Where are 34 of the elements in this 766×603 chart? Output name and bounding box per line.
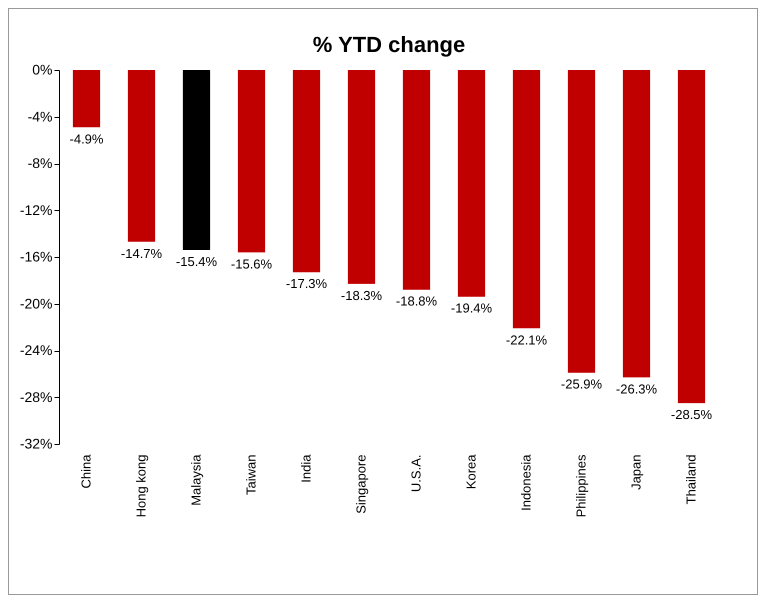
- y-tick-label: -12%: [20, 202, 52, 218]
- x-tick-label: China: [78, 454, 94, 488]
- y-tick-label: -28%: [20, 388, 52, 405]
- x-tick-label: Malaysia: [188, 454, 204, 506]
- data-label: -15.4%: [176, 254, 218, 269]
- x-tick-label: Taiwan: [244, 454, 258, 495]
- data-label: -4.9%: [70, 131, 104, 146]
- data-label: -17.3%: [286, 276, 328, 292]
- data-label: -25.9%: [560, 376, 603, 392]
- data-label: -22.1%: [506, 332, 548, 348]
- data-label: -28.5%: [670, 407, 713, 422]
- x-tick-label: U.S.A.: [408, 454, 424, 492]
- y-tick-label: -32%: [20, 436, 52, 452]
- x-tick-label: Singapore: [354, 454, 368, 514]
- data-label: -18.3%: [340, 288, 383, 303]
- x-tick-label: Thailand: [684, 454, 698, 504]
- y-tick-label: -24%: [20, 342, 52, 358]
- x-tick-label: Philippines: [574, 454, 588, 518]
- data-label: -15.6%: [230, 256, 273, 272]
- x-tick-label: Indonesia: [518, 454, 534, 511]
- x-tick-label: India: [298, 454, 314, 483]
- y-tick-label: -8%: [28, 155, 52, 171]
- y-tick-label: -16%: [20, 248, 52, 264]
- y-tick-label: -20%: [20, 295, 52, 312]
- x-tick-label: Hong kong: [134, 454, 148, 518]
- y-tick-label: -4%: [28, 108, 52, 124]
- x-tick-label: Japan: [628, 454, 644, 490]
- data-label: -26.3%: [616, 381, 658, 396]
- data-label: -14.7%: [120, 246, 163, 261]
- data-label: -18.8%: [396, 294, 438, 309]
- y-tick-label: 0%: [32, 62, 52, 78]
- chart-title: % YTD change: [312, 32, 466, 57]
- data-label: -19.4%: [450, 300, 493, 316]
- x-tick-label: Korea: [464, 454, 478, 490]
